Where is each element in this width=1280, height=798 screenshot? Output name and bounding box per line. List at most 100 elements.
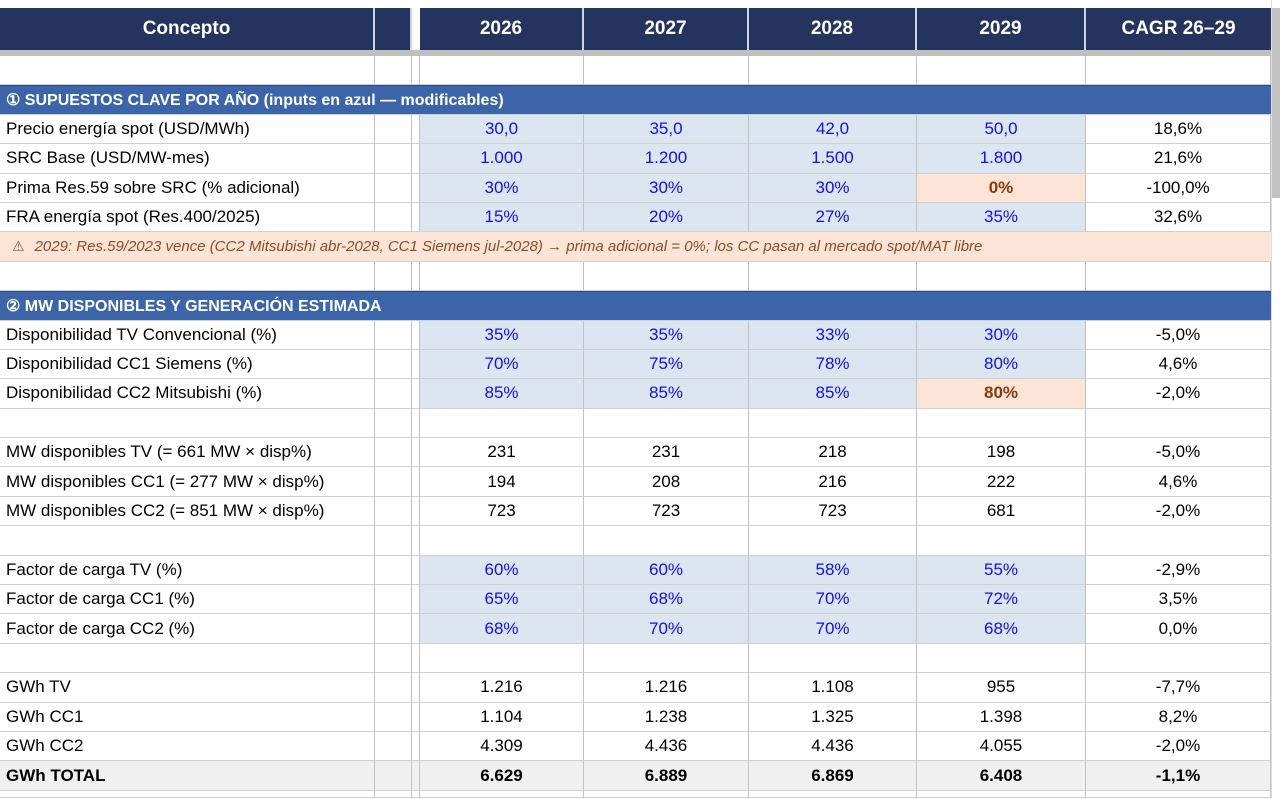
- row-label[interactable]: [0, 56, 375, 86]
- value-cell[interactable]: 723: [584, 496, 749, 527]
- column-header-2027[interactable]: 2027: [584, 8, 749, 50]
- cagr-cell[interactable]: -2,0%: [1086, 731, 1271, 762]
- vertical-scrollbar[interactable]: [1271, 0, 1280, 798]
- row-label[interactable]: Precio energía spot (USD/MWh): [0, 114, 375, 145]
- column-header-spacer[interactable]: [375, 8, 412, 50]
- spacer-cell[interactable]: [375, 526, 412, 556]
- value-cell[interactable]: 15%: [420, 202, 584, 233]
- value-cell[interactable]: 35,0: [584, 114, 749, 145]
- cagr-cell[interactable]: 0,0%: [1086, 614, 1271, 644]
- spacer-cell[interactable]: [375, 702, 412, 732]
- note-banner[interactable]: ⚠ 2029: Res.59/2023 vence (CC2 Mitsubishi…: [0, 232, 1271, 262]
- spacer-cell[interactable]: [375, 643, 412, 674]
- value-cell[interactable]: 30%: [420, 173, 584, 203]
- cagr-cell[interactable]: -2,0%: [1086, 496, 1271, 527]
- spacer-cell[interactable]: [375, 555, 412, 586]
- value-cell[interactable]: 1.000: [420, 144, 584, 174]
- spacer-cell[interactable]: [375, 408, 412, 439]
- value-cell[interactable]: 6.408: [917, 761, 1086, 791]
- spacer-cell[interactable]: [375, 261, 412, 292]
- value-cell[interactable]: [749, 526, 917, 556]
- value-cell[interactable]: 222: [917, 467, 1086, 497]
- spacer-cell[interactable]: [375, 761, 412, 791]
- value-cell[interactable]: 72%: [917, 585, 1086, 615]
- row-label[interactable]: Factor de carga TV (%): [0, 555, 375, 586]
- value-cell[interactable]: [420, 56, 584, 86]
- spacer-cell[interactable]: [375, 202, 412, 233]
- value-cell[interactable]: 1.216: [420, 673, 584, 703]
- cagr-cell[interactable]: 8,2%: [1086, 702, 1271, 732]
- section-header[interactable]: ① SUPUESTOS CLAVE POR AÑO (inputs en azu…: [0, 85, 1271, 115]
- value-cell[interactable]: 6.869: [749, 761, 917, 791]
- row-label[interactable]: [0, 526, 375, 556]
- value-cell[interactable]: 218: [749, 438, 917, 468]
- value-cell[interactable]: [749, 643, 917, 674]
- spacer-cell[interactable]: [375, 144, 412, 174]
- row-label[interactable]: [0, 261, 375, 292]
- row-label[interactable]: Factor de carga CC2 (%): [0, 614, 375, 644]
- value-cell[interactable]: 208: [584, 467, 749, 497]
- cagr-cell[interactable]: -1,1%: [1086, 761, 1271, 791]
- row-label[interactable]: GWh TV: [0, 673, 375, 703]
- row-label[interactable]: GWh TOTAL: [0, 761, 375, 791]
- spacer-cell[interactable]: [375, 114, 412, 145]
- row-label[interactable]: [0, 408, 375, 439]
- spacer-cell[interactable]: [375, 790, 412, 798]
- cagr-cell[interactable]: 18,6%: [1086, 114, 1271, 145]
- spacer-cell[interactable]: [375, 379, 412, 409]
- value-cell[interactable]: 42,0: [749, 114, 917, 145]
- value-cell[interactable]: [917, 643, 1086, 674]
- cagr-cell[interactable]: 21,6%: [1086, 144, 1271, 174]
- value-cell[interactable]: 231: [420, 438, 584, 468]
- value-cell[interactable]: [420, 261, 584, 292]
- cagr-cell[interactable]: -5,0%: [1086, 438, 1271, 468]
- value-cell[interactable]: 6.629: [420, 761, 584, 791]
- cagr-cell[interactable]: [1086, 408, 1271, 439]
- value-cell[interactable]: 723: [749, 496, 917, 527]
- value-cell[interactable]: [749, 790, 917, 798]
- value-cell[interactable]: 4.436: [584, 731, 749, 762]
- value-cell[interactable]: 33%: [749, 320, 917, 350]
- row-label[interactable]: Factor de carga CC1 (%): [0, 585, 375, 615]
- column-header-2029[interactable]: 2029: [917, 8, 1086, 50]
- value-cell[interactable]: 80%: [917, 379, 1086, 409]
- value-cell[interactable]: 1.108: [749, 673, 917, 703]
- cagr-cell[interactable]: -2,9%: [1086, 555, 1271, 586]
- value-cell[interactable]: 85%: [749, 379, 917, 409]
- value-cell[interactable]: [420, 643, 584, 674]
- value-cell[interactable]: 68%: [584, 585, 749, 615]
- cagr-cell[interactable]: [1086, 261, 1271, 292]
- cagr-cell[interactable]: 4,6%: [1086, 467, 1271, 497]
- value-cell[interactable]: 60%: [420, 555, 584, 586]
- value-cell[interactable]: 198: [917, 438, 1086, 468]
- spacer-cell[interactable]: [375, 467, 412, 497]
- value-cell[interactable]: 4.436: [749, 731, 917, 762]
- value-cell[interactable]: [749, 261, 917, 292]
- value-cell[interactable]: 194: [420, 467, 584, 497]
- spacer-cell[interactable]: [375, 496, 412, 527]
- value-cell[interactable]: 30%: [917, 320, 1086, 350]
- value-cell[interactable]: 35%: [584, 320, 749, 350]
- value-cell[interactable]: 35%: [917, 202, 1086, 233]
- value-cell[interactable]: [584, 56, 749, 86]
- value-cell[interactable]: 681: [917, 496, 1086, 527]
- value-cell[interactable]: 1.238: [584, 702, 749, 732]
- row-label[interactable]: FRA energía spot (Res.400/2025): [0, 202, 375, 233]
- value-cell[interactable]: 20%: [584, 202, 749, 233]
- row-label[interactable]: MW disponibles CC1 (= 277 MW × disp%): [0, 467, 375, 497]
- value-cell[interactable]: 60%: [584, 555, 749, 586]
- section-header[interactable]: ② MW DISPONIBLES Y GENERACIÓN ESTIMADA: [0, 291, 1271, 321]
- row-label[interactable]: [0, 790, 375, 798]
- value-cell[interactable]: 35%: [420, 320, 584, 350]
- value-cell[interactable]: [420, 408, 584, 439]
- value-cell[interactable]: [584, 526, 749, 556]
- spacer-cell[interactable]: [375, 438, 412, 468]
- value-cell[interactable]: 85%: [420, 379, 584, 409]
- value-cell[interactable]: 0%: [917, 173, 1086, 203]
- value-cell[interactable]: [749, 56, 917, 86]
- row-label[interactable]: SRC Base (USD/MW-mes): [0, 144, 375, 174]
- value-cell[interactable]: 70%: [749, 585, 917, 615]
- value-cell[interactable]: 30%: [749, 173, 917, 203]
- value-cell[interactable]: [420, 526, 584, 556]
- value-cell[interactable]: 27%: [749, 202, 917, 233]
